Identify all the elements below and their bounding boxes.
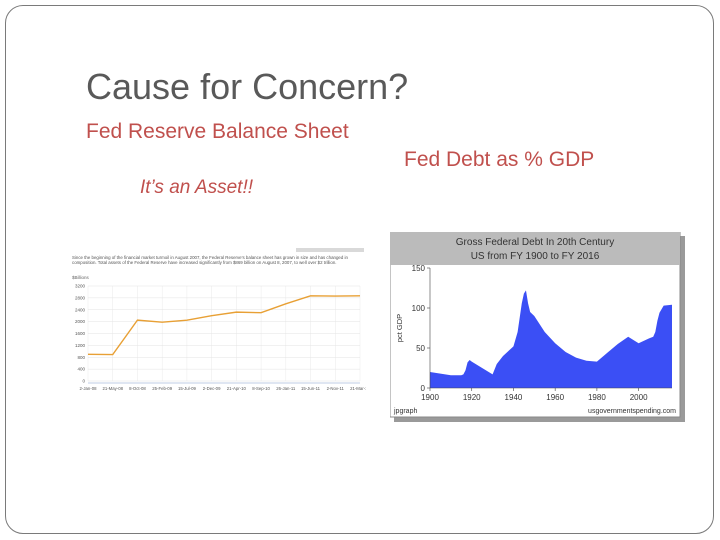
debt-x-tick: 1900 bbox=[421, 393, 439, 402]
balance-y-tick: 400 bbox=[77, 367, 85, 372]
debt-y-tick: 100 bbox=[412, 304, 426, 313]
balance-caption: Since the beginning of the financial mar… bbox=[72, 255, 348, 266]
balance-unit: $Billions bbox=[72, 275, 90, 280]
balance-sheet-chart: Since the beginning of the financial mar… bbox=[68, 248, 366, 400]
debt-y-axis-label: pct GDP bbox=[395, 314, 404, 342]
balance-y-tick: 2800 bbox=[75, 295, 86, 300]
debt-title-line2: US from FY 1900 to FY 2016 bbox=[471, 251, 600, 262]
balance-x-tick: 15-Jun-11 bbox=[301, 386, 321, 391]
debt-area-series bbox=[430, 290, 672, 388]
balance-x-tick: 15-Jul-09 bbox=[178, 386, 197, 391]
balance-y-tick: 2000 bbox=[75, 319, 86, 324]
debt-title-line1: Gross Federal Debt In 20th Century bbox=[456, 237, 614, 248]
balance-x-tick: 2-Jan-08 bbox=[80, 386, 98, 391]
debt-x-tick: 1960 bbox=[546, 393, 564, 402]
balance-series-line bbox=[87, 295, 361, 356]
chart-toolbar bbox=[296, 248, 364, 252]
balance-x-tick: 26-Jan-11 bbox=[276, 386, 296, 391]
debt-y-tick: 50 bbox=[416, 344, 425, 353]
balance-scrollbar[interactable] bbox=[88, 382, 360, 384]
chart-header bbox=[390, 232, 680, 265]
debt-footer-right: usgovernmentspending.com bbox=[588, 408, 676, 415]
balance-y-tick: 1200 bbox=[75, 343, 86, 348]
right-heading: Fed Debt as % GDP bbox=[404, 148, 595, 171]
balance-x-tick: 21-May-08 bbox=[102, 386, 123, 391]
debt-x-tick: 1940 bbox=[505, 393, 523, 402]
left-subheading: It’s an Asset!! bbox=[140, 177, 253, 198]
balance-y-tick: 1600 bbox=[75, 331, 86, 336]
slide-title: Cause for Concern? bbox=[86, 66, 409, 107]
balance-x-tick: 21-Apr-10 bbox=[227, 386, 247, 391]
debt-y-tick: 0 bbox=[421, 384, 426, 393]
balance-x-tick: 2-Dec-09 bbox=[203, 386, 221, 391]
balance-x-tick: 2-Nov-11 bbox=[327, 386, 345, 391]
federal-debt-chart: Gross Federal Debt In 20th Century US fr… bbox=[390, 232, 685, 422]
balance-x-tick: 25-Feb-09 bbox=[152, 386, 172, 391]
balance-x-tick: 21-Mar-12 bbox=[350, 386, 366, 391]
balance-y-tick: 0 bbox=[82, 379, 85, 384]
debt-x-tick: 1920 bbox=[463, 393, 481, 402]
debt-y-tick: 150 bbox=[412, 264, 426, 273]
debt-x-tick: 1980 bbox=[588, 393, 606, 402]
balance-y-tick: 800 bbox=[77, 355, 85, 360]
balance-x-tick: 8-Sep-10 bbox=[252, 386, 270, 391]
debt-x-tick: 2000 bbox=[630, 393, 648, 402]
debt-footer-left: jpgraph bbox=[393, 408, 417, 415]
left-heading: Fed Reserve Balance Sheet bbox=[86, 120, 349, 143]
balance-x-tick: 8-Oct-08 bbox=[129, 386, 146, 391]
balance-y-tick: 3200 bbox=[75, 284, 86, 289]
balance-y-tick: 2400 bbox=[75, 307, 86, 312]
